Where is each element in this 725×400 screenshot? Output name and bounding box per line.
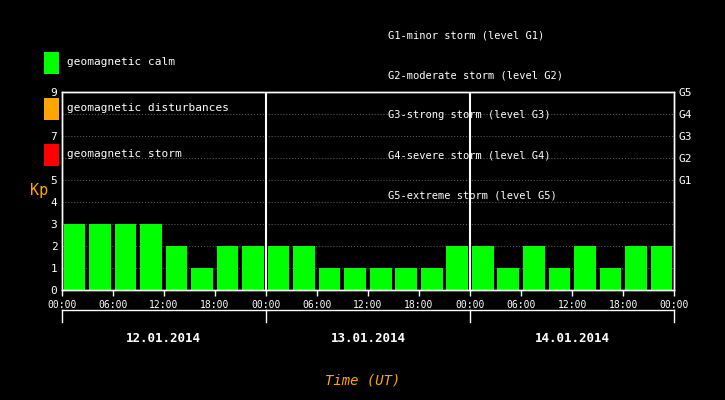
Bar bbox=[319, 268, 341, 290]
Bar bbox=[650, 246, 672, 290]
Bar bbox=[625, 246, 647, 290]
Bar bbox=[600, 268, 621, 290]
Bar bbox=[191, 268, 213, 290]
Bar bbox=[447, 246, 468, 290]
Bar bbox=[472, 246, 494, 290]
Bar bbox=[574, 246, 596, 290]
Text: G1-minor storm (level G1): G1-minor storm (level G1) bbox=[388, 30, 544, 40]
Bar bbox=[64, 224, 86, 290]
Text: G2-moderate storm (level G2): G2-moderate storm (level G2) bbox=[388, 70, 563, 80]
Y-axis label: Kp: Kp bbox=[30, 184, 49, 198]
Text: G3-strong storm (level G3): G3-strong storm (level G3) bbox=[388, 110, 550, 120]
Text: Time (UT): Time (UT) bbox=[325, 373, 400, 387]
Bar bbox=[421, 268, 442, 290]
Text: 12.01.2014: 12.01.2014 bbox=[126, 332, 202, 344]
Bar bbox=[497, 268, 519, 290]
Bar bbox=[140, 224, 162, 290]
Bar bbox=[242, 246, 264, 290]
Text: geomagnetic disturbances: geomagnetic disturbances bbox=[67, 103, 228, 113]
Bar bbox=[549, 268, 571, 290]
Bar bbox=[370, 268, 392, 290]
Bar bbox=[165, 246, 187, 290]
Text: geomagnetic calm: geomagnetic calm bbox=[67, 57, 175, 67]
Bar bbox=[115, 224, 136, 290]
Bar bbox=[523, 246, 544, 290]
Bar bbox=[217, 246, 239, 290]
Text: G4-severe storm (level G4): G4-severe storm (level G4) bbox=[388, 150, 550, 160]
Bar bbox=[268, 246, 289, 290]
Bar bbox=[294, 246, 315, 290]
Text: G5-extreme storm (level G5): G5-extreme storm (level G5) bbox=[388, 190, 557, 200]
Text: geomagnetic storm: geomagnetic storm bbox=[67, 149, 181, 159]
Text: 14.01.2014: 14.01.2014 bbox=[534, 332, 610, 344]
Bar bbox=[344, 268, 366, 290]
Bar bbox=[89, 224, 111, 290]
Text: 13.01.2014: 13.01.2014 bbox=[331, 332, 405, 344]
Bar bbox=[395, 268, 417, 290]
